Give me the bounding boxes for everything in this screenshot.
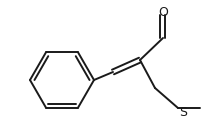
Text: S: S [179, 105, 187, 119]
Text: O: O [158, 5, 168, 18]
